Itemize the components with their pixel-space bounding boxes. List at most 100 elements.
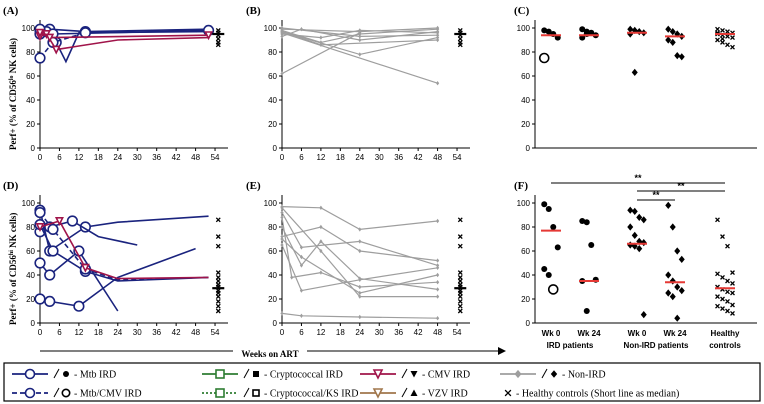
y-tick-label: 80 xyxy=(521,48,530,57)
data-point xyxy=(725,308,730,314)
data-point xyxy=(280,25,284,31)
y-tick-label: 20 xyxy=(26,120,35,129)
data-point xyxy=(715,37,720,43)
x-tick-label: 30 xyxy=(375,153,384,162)
healthy-point xyxy=(457,234,463,240)
data-point xyxy=(665,289,672,297)
y-tick-label: 40 xyxy=(268,96,277,105)
healthy-point xyxy=(457,36,463,42)
data-point xyxy=(358,248,362,254)
panel-label-e: (E) xyxy=(246,180,261,192)
data-point xyxy=(319,270,323,275)
legend-label: - Cryptococcal/KS IRD xyxy=(264,389,358,400)
legend-slash xyxy=(243,368,250,379)
data-point xyxy=(299,27,304,32)
legend-marker xyxy=(410,371,418,378)
data-point xyxy=(627,30,634,38)
legend-label: - Healthy controls (Short line as median… xyxy=(516,389,679,400)
healthy-point xyxy=(215,274,221,280)
y-tick-label: 60 xyxy=(521,247,530,256)
data-point xyxy=(725,42,730,48)
data-point xyxy=(665,271,672,279)
data-point xyxy=(280,236,284,242)
legend-marker xyxy=(63,371,69,377)
legend-slash xyxy=(243,387,250,398)
data-point xyxy=(319,248,323,254)
data-point xyxy=(725,298,730,304)
panel-label-c: (C) xyxy=(514,5,530,17)
legend-marker xyxy=(410,389,418,396)
data-point xyxy=(720,296,725,302)
data-point xyxy=(299,254,304,260)
data-point xyxy=(730,280,735,286)
data-point xyxy=(665,36,672,44)
legend-slash xyxy=(401,387,408,398)
legend-marker xyxy=(24,368,36,380)
data-point xyxy=(358,52,362,57)
x-axis-title-bg xyxy=(233,347,307,359)
y-axis-title-top: Perf+ (% of CD56lo NK cells) xyxy=(8,38,18,150)
data-point xyxy=(579,26,586,33)
data-point xyxy=(47,245,59,257)
data-point xyxy=(538,52,550,64)
data-point xyxy=(435,258,440,263)
legend-label: - Non-IRD xyxy=(562,370,606,381)
panel-b: (B) 0 20 40 60 80 100 0 6 12 18 24 30 36 42 48 54 xyxy=(246,5,470,162)
data-point xyxy=(545,28,552,35)
data-point xyxy=(669,28,676,36)
data-point xyxy=(54,217,64,226)
data-point xyxy=(79,27,91,39)
healthy-point xyxy=(457,270,463,276)
data-point xyxy=(730,270,735,276)
data-point xyxy=(358,290,362,296)
data-point xyxy=(435,25,440,31)
y-tick-label: 80 xyxy=(26,48,35,57)
healthy-point xyxy=(215,298,221,304)
data-point xyxy=(545,272,552,278)
y-tick-label: 0 xyxy=(273,144,278,153)
data-point xyxy=(319,224,323,230)
panel-label-a: (A) xyxy=(3,5,19,17)
data-point xyxy=(44,269,56,281)
series-line xyxy=(281,212,438,266)
legend: - Mtb IRD - Cryptococcal IRD - CMV IRD - No… xyxy=(3,362,761,402)
x-tick-label: 6 xyxy=(57,328,62,337)
healthy-point xyxy=(457,308,463,314)
category-label: Wk 24 xyxy=(577,329,601,338)
y-tick-label: 80 xyxy=(268,48,277,57)
data-point xyxy=(640,216,647,224)
data-point xyxy=(34,293,46,305)
legend-label: - VZV IRD xyxy=(422,389,468,400)
data-point xyxy=(631,68,638,76)
healthy-point xyxy=(215,282,221,288)
data-point xyxy=(627,241,634,249)
x-tick-label: 30 xyxy=(133,153,142,162)
data-point xyxy=(730,302,735,308)
data-point xyxy=(280,71,284,76)
category-label: Wk 0 xyxy=(628,329,647,338)
healthy-point xyxy=(215,278,221,284)
data-point xyxy=(34,207,46,219)
series-line xyxy=(281,207,438,298)
data-point xyxy=(35,223,45,232)
data-point xyxy=(583,219,590,226)
x-tick-label: 42 xyxy=(172,328,181,337)
data-point xyxy=(435,81,440,86)
x-axis-arrow-head xyxy=(498,347,506,355)
data-point xyxy=(435,265,440,270)
data-point xyxy=(435,294,440,299)
data-point xyxy=(669,277,676,285)
data-point xyxy=(636,28,643,36)
significance-label: ** xyxy=(634,173,642,183)
series-line xyxy=(281,226,438,262)
series-line xyxy=(281,32,361,75)
healthy-point xyxy=(457,303,463,309)
data-point xyxy=(665,201,672,209)
healthy-point xyxy=(457,290,463,296)
data-point xyxy=(358,37,362,43)
healthy-point xyxy=(457,278,463,284)
series-line xyxy=(281,244,438,292)
category-group-label: IRD patients xyxy=(547,341,594,350)
legend-marker xyxy=(215,388,225,398)
series-line xyxy=(281,32,438,84)
